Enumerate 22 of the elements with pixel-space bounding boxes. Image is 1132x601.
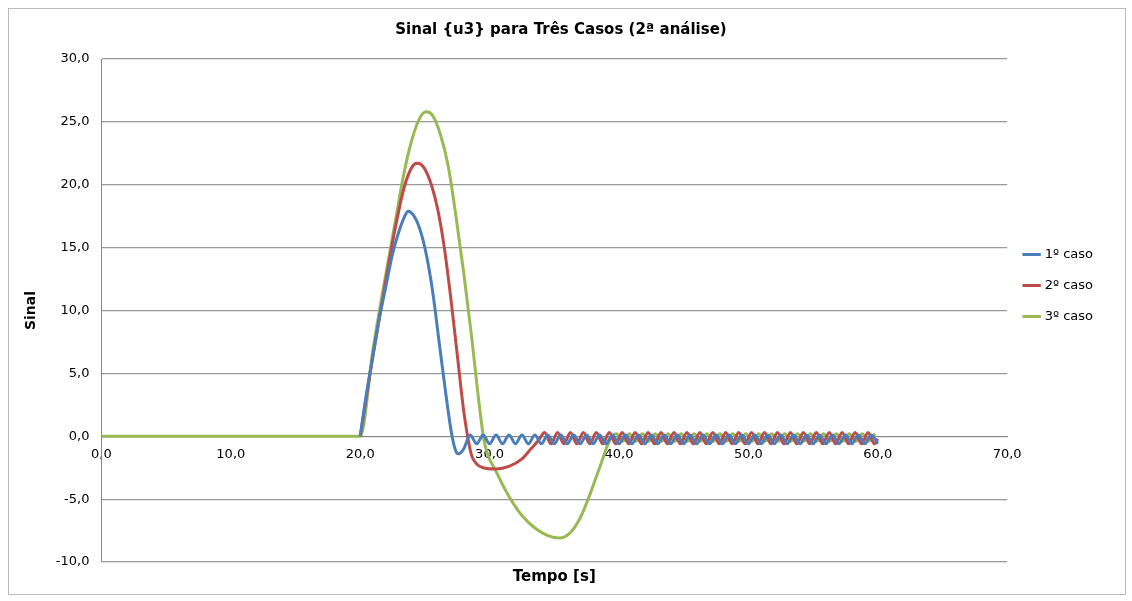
x-tick-label: 70,0 bbox=[992, 446, 1022, 462]
y-tick-label: 10,0 bbox=[60, 301, 90, 317]
y-tick-label: 20,0 bbox=[60, 176, 90, 192]
y-tick-label: -5,0 bbox=[64, 490, 90, 506]
y-axis-title: Sinal bbox=[22, 290, 39, 331]
y-tick-label: 30,0 bbox=[60, 50, 90, 66]
chart-title: Sinal {u3} para Três Casos (2ª análise) bbox=[395, 19, 727, 38]
legend-label: 3º caso bbox=[1044, 307, 1094, 323]
x-tick-label: 50,0 bbox=[733, 446, 763, 462]
x-tick-label: 20,0 bbox=[345, 446, 375, 462]
x-tick-label: 40,0 bbox=[604, 446, 634, 462]
y-tick-label: 15,0 bbox=[60, 239, 90, 254]
y-tick-label: 5,0 bbox=[68, 364, 90, 380]
x-tick-label: 0,0 bbox=[91, 446, 112, 462]
x-tick-label: 60,0 bbox=[863, 446, 893, 462]
x-axis-title: Tempo [s] bbox=[512, 567, 596, 586]
y-tick-label: -10,0 bbox=[55, 553, 90, 569]
legend-label: 2º caso bbox=[1044, 276, 1094, 292]
legend-label: 1º caso bbox=[1044, 245, 1094, 261]
y-tick-label: 25,0 bbox=[60, 113, 90, 129]
x-tick-label: 10,0 bbox=[216, 446, 246, 462]
y-tick-label: 0,0 bbox=[68, 427, 90, 443]
